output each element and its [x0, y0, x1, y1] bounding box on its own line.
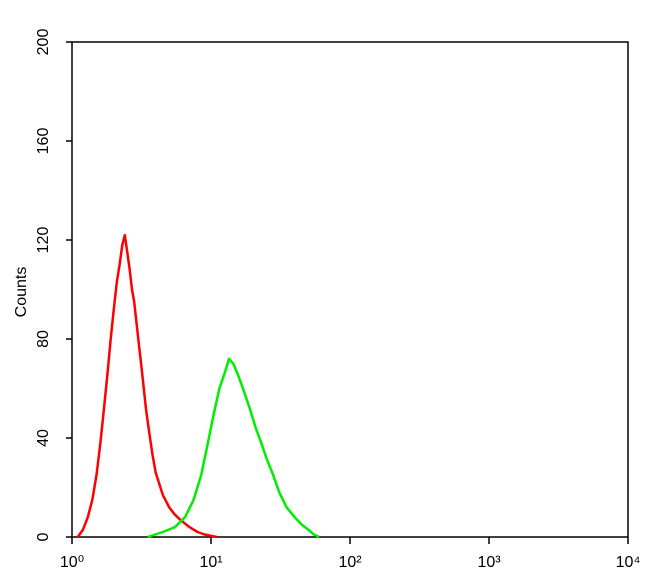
y-tick-label: 160 [35, 128, 52, 155]
y-tick-label: 40 [35, 429, 52, 447]
y-axis-label: Counts [13, 267, 30, 318]
plot-frame [71, 41, 629, 538]
x-tick-label: 10³ [477, 554, 501, 571]
x-tick-label: 10¹ [199, 554, 222, 571]
x-tick-label: 10⁰ [60, 554, 84, 571]
y-tick-label: 80 [35, 330, 52, 348]
series-line [76, 233, 218, 539]
y-tick-label: 200 [35, 29, 52, 56]
x-tick-label: 10⁴ [616, 554, 641, 571]
x-tick-label: 10² [338, 554, 362, 571]
series-line [147, 357, 320, 539]
y-tick-label: 120 [35, 227, 52, 254]
y-tick-label: 0 [35, 532, 52, 541]
